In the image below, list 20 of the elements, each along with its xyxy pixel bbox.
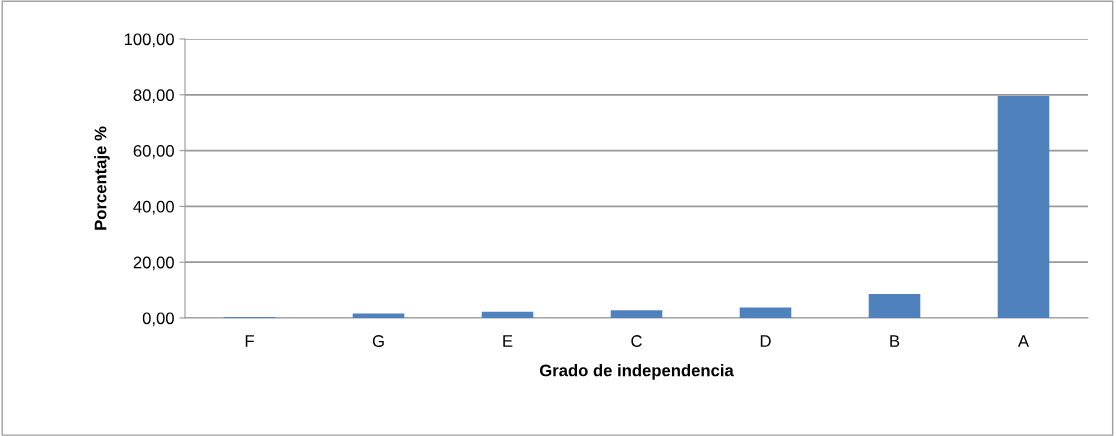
- y-tick-label: 0,00: [142, 312, 174, 327]
- x-tick-label: E: [503, 335, 513, 347]
- x-tick-label: C: [631, 335, 642, 347]
- y-tick-label: 60,00: [133, 145, 174, 159]
- y-axis-title: Porcentaje %: [94, 126, 110, 230]
- bar: [997, 95, 1050, 318]
- x-tick-label: A: [1017, 335, 1030, 347]
- bar: [610, 310, 663, 318]
- x-tick-label: F: [245, 335, 254, 347]
- y-tick-label: 100,00: [124, 33, 174, 48]
- y-tick-label: 20,00: [133, 256, 174, 271]
- x-axis-title: Grado de independencia: [539, 364, 734, 380]
- bar: [868, 294, 921, 318]
- bar: [481, 311, 534, 318]
- bar: [739, 307, 792, 318]
- y-tick-label: 40,00: [133, 200, 174, 215]
- x-tick-label: B: [890, 335, 900, 347]
- y-tick-label: 80,00: [133, 89, 174, 103]
- x-tick-label: D: [760, 335, 771, 347]
- x-tick-label: G: [372, 335, 384, 347]
